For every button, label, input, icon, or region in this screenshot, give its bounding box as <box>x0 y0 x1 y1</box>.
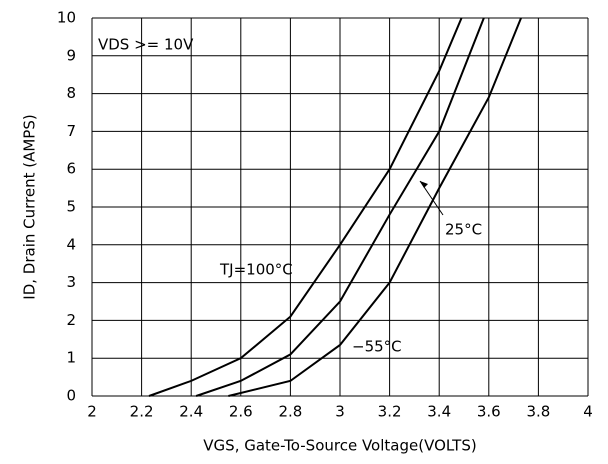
x-tick-label: 2.2 <box>130 403 154 421</box>
annotation: VDS >= 10V <box>98 36 194 54</box>
arrow-head <box>420 181 428 188</box>
y-tick-label: 1 <box>66 349 76 367</box>
x-tick-label: 2.8 <box>278 403 302 421</box>
x-tick-label: 3.8 <box>526 403 550 421</box>
y-tick-label: 4 <box>66 235 76 253</box>
y-tick-label: 10 <box>57 9 76 27</box>
y-tick-label: 2 <box>66 311 76 329</box>
x-tick-label: 3.2 <box>378 403 402 421</box>
series-label: 25°C <box>445 221 482 239</box>
y-axis-label: ID, Drain Current (AMPS) <box>21 114 39 299</box>
x-tick-label: 2 <box>87 403 97 421</box>
y-tick-label: 8 <box>66 84 76 102</box>
y-tick-label: 9 <box>66 46 76 64</box>
y-tick-label: 6 <box>66 160 76 178</box>
y-tick-label: 5 <box>66 198 76 216</box>
x-tick-label: 4 <box>583 403 593 421</box>
x-axis-label: VGS, Gate-To-Source Voltage(VOLTS) <box>203 437 476 455</box>
x-tick-label: 2.4 <box>179 403 203 421</box>
x-tick-label: 3 <box>335 403 345 421</box>
x-tick-label: 3.4 <box>427 403 451 421</box>
series-label: TJ=100°C <box>219 261 293 279</box>
series-label: −55°C <box>352 338 402 356</box>
chart: VDS >= 10V VGS, Gate-To-Source Voltage(V… <box>0 0 608 464</box>
y-tick-label: 3 <box>66 273 76 291</box>
y-tick-label: 7 <box>66 122 76 140</box>
x-tick-label: 3.6 <box>477 403 501 421</box>
y-tick-label: 0 <box>66 387 76 405</box>
x-tick-label: 2.6 <box>229 403 253 421</box>
